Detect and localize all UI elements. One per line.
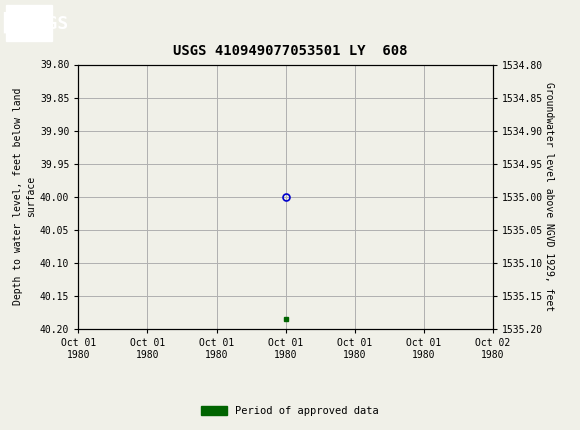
FancyBboxPatch shape — [6, 4, 52, 41]
Legend: Period of approved data: Period of approved data — [197, 402, 383, 421]
Y-axis label: Groundwater level above NGVD 1929, feet: Groundwater level above NGVD 1929, feet — [544, 82, 554, 311]
Text: █░USGS: █░USGS — [3, 12, 68, 33]
Y-axis label: Depth to water level, feet below land
surface: Depth to water level, feet below land su… — [13, 88, 36, 305]
Text: USGS 410949077053501 LY  608: USGS 410949077053501 LY 608 — [173, 44, 407, 58]
